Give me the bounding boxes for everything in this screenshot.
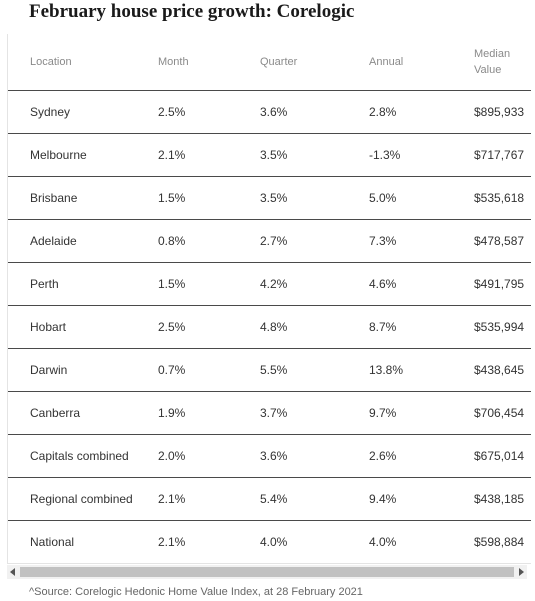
cell-location: Sydney — [30, 105, 71, 119]
cell-month: 2.0% — [158, 449, 186, 463]
cell-median-value: $675,014 — [474, 449, 525, 463]
cell-month: 1.5% — [158, 191, 186, 205]
table-row: Capitals combined 2.0% 3.6% 2.6% $675,014 — [8, 435, 531, 478]
header-annual: Annual — [369, 56, 404, 68]
source-note: ^Source: Corelogic Hedonic Home Value In… — [29, 586, 363, 598]
cell-location: National — [30, 535, 75, 549]
cell-median-value: $706,454 — [474, 406, 525, 420]
cell-location: Hobart — [30, 320, 67, 334]
table-row: Canberra 1.9% 3.7% 9.7% $706,454 — [8, 392, 531, 435]
cell-month: 2.1% — [158, 535, 186, 549]
cell-month: 2.1% — [158, 492, 186, 506]
price-growth-table: Location Month Quarter Annual Median Val… — [7, 34, 531, 564]
cell-annual: 2.8% — [369, 105, 397, 119]
scroll-left-arrow-icon[interactable] — [10, 568, 15, 576]
table-row: Melbourne 2.1% 3.5% -1.3% $717,767 — [8, 134, 531, 177]
cell-median-value: $535,618 — [474, 191, 525, 205]
cell-location: Perth — [30, 277, 59, 291]
cell-median-value: $491,795 — [474, 277, 525, 291]
cell-location: Canberra — [30, 406, 81, 420]
scrollbar-thumb[interactable] — [20, 567, 514, 577]
page-title: February house price growth: Corelogic — [29, 1, 355, 22]
cell-annual: 7.3% — [369, 234, 397, 248]
cell-month: 1.5% — [158, 277, 186, 291]
header-month: Month — [158, 56, 189, 68]
cell-quarter: 3.5% — [260, 191, 288, 205]
table-row: Brisbane 1.5% 3.5% 5.0% $535,618 — [8, 177, 531, 220]
cell-annual: 9.4% — [369, 492, 397, 506]
cell-month: 0.8% — [158, 234, 186, 248]
cell-location: Regional combined — [30, 492, 133, 506]
table-row: Adelaide 0.8% 2.7% 7.3% $478,587 — [8, 220, 531, 263]
cell-location: Capitals combined — [30, 449, 129, 463]
cell-month: 0.7% — [158, 363, 186, 377]
cell-median-value: $438,645 — [474, 363, 525, 377]
cell-median-value: $535,994 — [474, 320, 525, 334]
cell-quarter: 3.6% — [260, 449, 288, 463]
cell-month: 2.1% — [158, 148, 186, 162]
cell-quarter: 5.5% — [260, 363, 288, 377]
cell-annual: 9.7% — [369, 406, 397, 420]
scroll-right-arrow-icon[interactable] — [519, 568, 524, 576]
cell-month: 2.5% — [158, 320, 186, 334]
cell-annual: 4.0% — [369, 535, 397, 549]
cell-quarter: 4.2% — [260, 277, 288, 291]
cell-location: Brisbane — [30, 191, 78, 205]
cell-annual: 8.7% — [369, 320, 397, 334]
cell-quarter: 3.5% — [260, 148, 288, 162]
cell-median-value: $478,587 — [474, 234, 525, 248]
table-header-row: Location Month Quarter Annual Median Val… — [8, 34, 531, 91]
table-row: Darwin 0.7% 5.5% 13.8% $438,645 — [8, 349, 531, 392]
cell-month: 1.9% — [158, 406, 186, 420]
cell-annual: -1.3% — [369, 148, 401, 162]
cell-median-value: $438,185 — [474, 492, 525, 506]
cell-median-value: $598,884 — [474, 535, 525, 549]
cell-quarter: 3.6% — [260, 105, 288, 119]
cell-location: Melbourne — [30, 148, 87, 162]
cell-median-value: $717,767 — [474, 148, 525, 162]
table-row: Perth 1.5% 4.2% 4.6% $491,795 — [8, 263, 531, 306]
cell-quarter: 3.7% — [260, 406, 288, 420]
cell-annual: 4.6% — [369, 277, 397, 291]
cell-location: Darwin — [30, 363, 68, 377]
cell-quarter: 4.0% — [260, 535, 288, 549]
cell-month: 2.5% — [158, 105, 186, 119]
cell-annual: 13.8% — [369, 363, 404, 377]
cell-location: Adelaide — [30, 234, 77, 248]
cell-annual: 5.0% — [369, 191, 397, 205]
table-row: Sydney 2.5% 3.6% 2.8% $895,933 — [8, 91, 531, 134]
cell-quarter: 2.7% — [260, 234, 288, 248]
header-quarter: Quarter — [260, 56, 298, 68]
table-row: Hobart 2.5% 4.8% 8.7% $535,994 — [8, 306, 531, 349]
table-row: Regional combined 2.1% 5.4% 9.4% $438,185 — [8, 478, 531, 521]
header-location: Location — [30, 56, 72, 68]
cell-quarter: 5.4% — [260, 492, 288, 506]
horizontal-scrollbar[interactable] — [7, 565, 527, 579]
table-row: National 2.1% 4.0% 4.0% $598,884 — [8, 521, 531, 564]
header-median-value: Median Value — [474, 48, 511, 76]
cell-quarter: 4.8% — [260, 320, 288, 334]
cell-median-value: $895,933 — [474, 105, 525, 119]
cell-annual: 2.6% — [369, 449, 397, 463]
